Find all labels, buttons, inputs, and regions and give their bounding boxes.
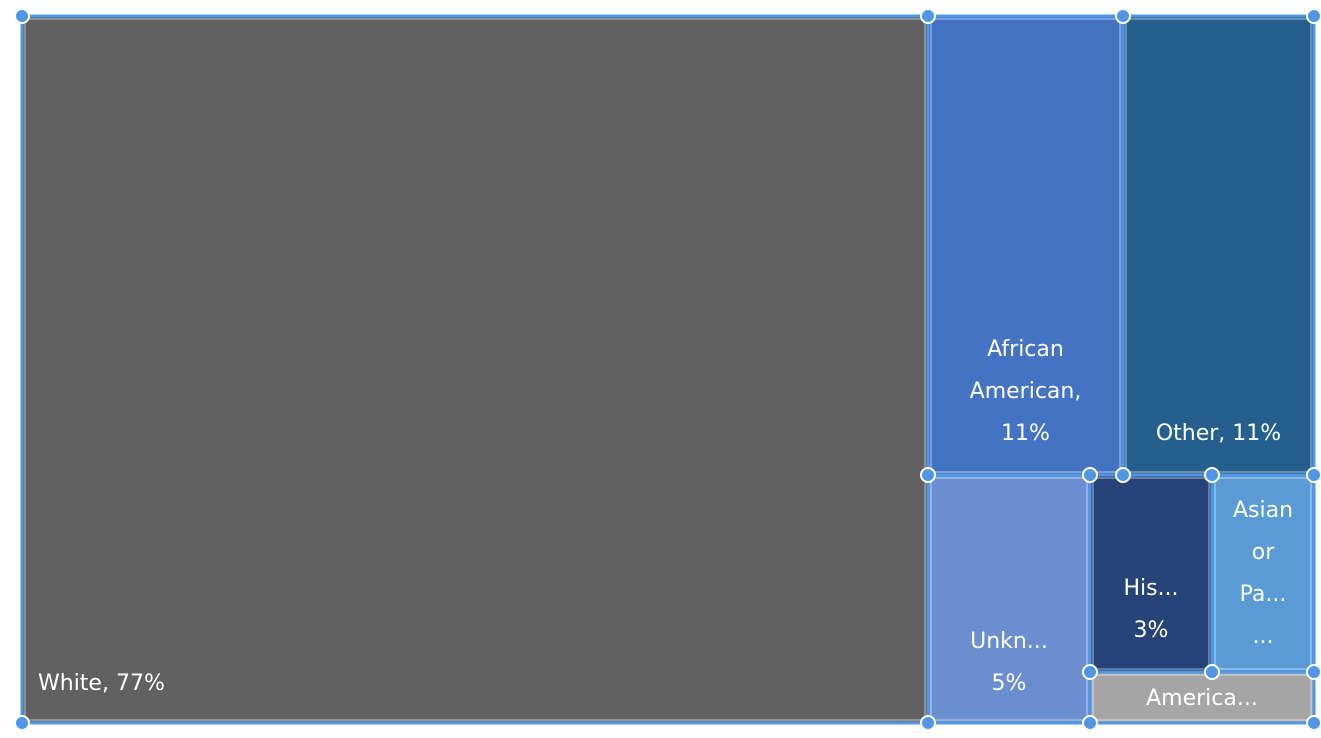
tile-asian-pacific[interactable]: Asian or Pa...... [1210, 473, 1316, 674]
selection-handles [14, 8, 1321, 731]
selection-handle[interactable] [1082, 715, 1098, 731]
tile-inner-border [1214, 477, 1312, 670]
tile-american-indian[interactable]: America... [1088, 670, 1316, 725]
tile-label-hispanic-line-1: 3% [1134, 618, 1169, 643]
tile-rect-other[interactable] [1121, 14, 1316, 477]
tile-rect-african-american[interactable] [926, 14, 1125, 477]
selection-handle[interactable] [920, 467, 936, 483]
tile-label-african-american-line-1: American, [970, 379, 1082, 404]
tile-inner-border [930, 18, 1121, 473]
selection-handle[interactable] [1082, 664, 1098, 680]
selection-handle[interactable] [920, 715, 936, 731]
tile-white[interactable]: White, 77% [20, 14, 930, 725]
selection-handle[interactable] [920, 8, 936, 24]
tile-rect-asian-pacific[interactable] [1210, 473, 1316, 674]
tile-label-asian-pacific-line-3: ... [1253, 624, 1274, 649]
tile-inner-border [1092, 477, 1210, 670]
selection-handle[interactable] [1115, 8, 1131, 24]
treemap-tiles: White, 77% African American, 11% Other, 11% U… [20, 14, 1316, 725]
selection-handle[interactable] [1306, 8, 1321, 24]
selection-handle[interactable] [1204, 467, 1220, 483]
tile-label-other-line-0: Other, 11% [1156, 421, 1281, 446]
selection-handle[interactable] [1204, 664, 1220, 680]
selection-handle[interactable] [1306, 715, 1321, 731]
selection-handle[interactable] [1082, 467, 1098, 483]
tile-african-american[interactable]: African American, 11% [926, 14, 1125, 477]
tile-label-african-american-line-2: 11% [1001, 421, 1050, 446]
tile-inner-border [1092, 674, 1312, 721]
tile-label-american-indian-line-0: America... [1146, 686, 1258, 711]
selection-handle[interactable] [1115, 467, 1131, 483]
tile-hispanic[interactable]: His... 3% [1088, 473, 1214, 674]
tile-other[interactable]: Other, 11% [1121, 14, 1316, 477]
tile-label-african-american-line-0: African [987, 337, 1064, 362]
tile-rect-american-indian[interactable] [1088, 670, 1316, 725]
tile-label-asian-pacific-line-0: Asian [1233, 498, 1293, 523]
tile-label-asian-pacific-line-1: or [1252, 540, 1275, 565]
tile-inner-border [930, 477, 1088, 721]
tile-inner-border [24, 18, 926, 721]
tile-label-hispanic-line-0: His... [1123, 576, 1178, 601]
tile-label-asian-pacific-line-2: Pa... [1240, 582, 1287, 607]
tile-rect-white[interactable] [20, 14, 930, 725]
tile-unknown[interactable]: Unkn... 5% [926, 473, 1092, 725]
selection-handle[interactable] [14, 715, 30, 731]
selection-handle[interactable] [14, 8, 30, 24]
tile-rect-unknown[interactable] [926, 473, 1092, 725]
tile-label-unknown-line-1: 5% [992, 671, 1027, 696]
selection-handle[interactable] [1306, 664, 1321, 680]
selection-handle[interactable] [1306, 467, 1321, 483]
tile-label-white-line-0: White, 77% [38, 671, 165, 696]
tile-label-unknown-line-0: Unkn... [970, 629, 1048, 654]
